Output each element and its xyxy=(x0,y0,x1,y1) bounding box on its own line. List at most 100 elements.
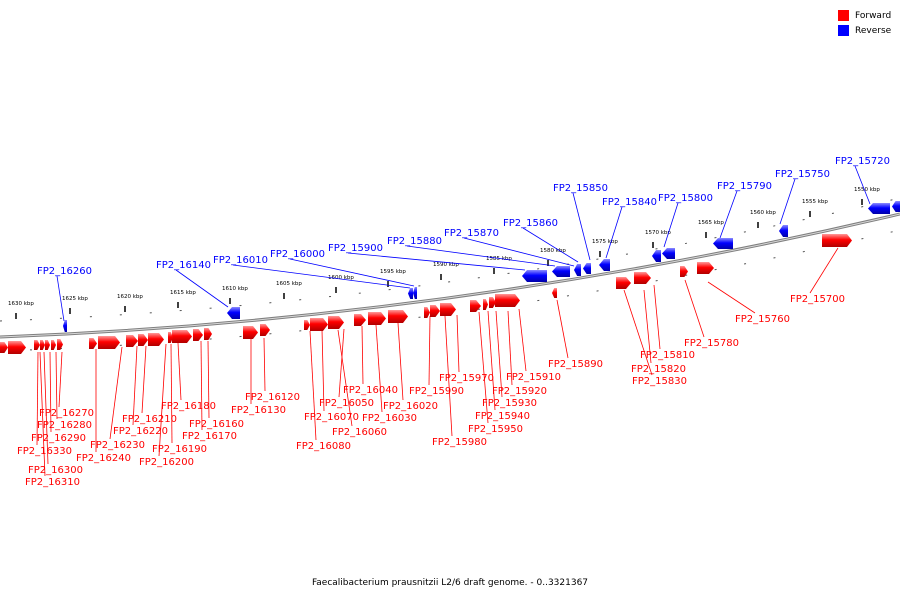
forward-gene xyxy=(495,294,520,307)
leader-line xyxy=(495,310,503,398)
leader-line xyxy=(361,325,364,385)
forward-gene xyxy=(260,324,270,336)
leader-line xyxy=(158,343,167,457)
leader-line xyxy=(507,310,513,386)
reverse-gene-label: FP2_16000 xyxy=(270,249,325,260)
forward-gene xyxy=(424,307,430,318)
forward-gene xyxy=(388,310,408,323)
forward-gene-label: FP2_16170 xyxy=(182,431,237,442)
leader-line xyxy=(175,269,229,308)
forward-gene-label: FP2_16310 xyxy=(25,477,80,488)
reverse-gene-label: FP2_15860 xyxy=(503,218,558,229)
forward-gene xyxy=(168,332,173,343)
scale-label: 1595 kbp xyxy=(380,269,406,275)
forward-gene xyxy=(310,318,328,331)
reverse-gene xyxy=(227,307,240,319)
legend-item-reverse: Reverse xyxy=(838,23,891,38)
leader-line xyxy=(56,275,65,322)
leader-line xyxy=(200,340,203,431)
forward-gene-label: FP2_16190 xyxy=(152,444,207,455)
scale-label: 1575 kbp xyxy=(592,239,618,245)
forward-gene xyxy=(328,316,344,329)
reverse-gene xyxy=(413,287,417,299)
forward-gene-label: FP2_16280 xyxy=(37,420,92,431)
forward-gene-label: FP2_16080 xyxy=(296,441,351,452)
forward-gene xyxy=(40,340,45,350)
reverse-gene-label: FP2_16260 xyxy=(37,266,92,277)
leader-line xyxy=(707,281,756,314)
forward-gene-label: FP2_15970 xyxy=(439,373,494,384)
scale-label: 1590 kbp xyxy=(433,262,459,268)
forward-gene xyxy=(368,312,386,325)
leader-line xyxy=(663,202,679,248)
forward-gene-label: FP2_15920 xyxy=(492,386,547,397)
leader-line xyxy=(109,346,123,440)
leader-line xyxy=(719,190,738,239)
leader-line xyxy=(289,258,415,287)
reverse-gene xyxy=(599,259,610,271)
reverse-gene-label: FP2_15850 xyxy=(553,183,608,194)
scale-label: 1615 kbp xyxy=(170,290,196,296)
forward-gene-label: FP2_15810 xyxy=(640,350,695,361)
forward-gene-label: FP2_15990 xyxy=(409,386,464,397)
leader-line xyxy=(809,247,839,294)
reverse-gene xyxy=(892,201,900,212)
leader-line xyxy=(572,192,591,261)
leader-line xyxy=(263,337,266,392)
legend-label-forward: Forward xyxy=(855,10,892,21)
forward-gene xyxy=(51,340,56,350)
forward-gene-label: FP2_16330 xyxy=(17,446,72,457)
leader-line xyxy=(444,315,453,437)
reverse-gene-label: FP2_15800 xyxy=(658,193,713,204)
leader-line xyxy=(337,329,353,427)
figure-caption: Faecalibacterium prausnitzii L2/6 draft … xyxy=(311,578,589,588)
reverse-gene xyxy=(662,248,675,259)
leader-line xyxy=(232,264,411,289)
reverse-gene-label: FP2_15840 xyxy=(602,197,657,208)
forward-gene-label: FP2_15700 xyxy=(790,294,845,305)
scale-label: 1600 kbp xyxy=(328,275,354,281)
leader-line xyxy=(347,252,526,271)
forward-gene-label: FP2_16120 xyxy=(245,392,300,403)
forward-gene xyxy=(483,299,488,310)
reverse-gene xyxy=(652,250,661,262)
forward-gene-label: FP2_16180 xyxy=(161,401,216,412)
forward-gene-label: FP2_16040 xyxy=(343,385,398,396)
forward-swatch xyxy=(838,10,849,21)
forward-gene xyxy=(697,262,714,274)
scale-label: 1570 kbp xyxy=(645,230,671,236)
forward-gene-label: FP2_15980 xyxy=(432,437,487,448)
forward-gene xyxy=(440,303,456,316)
forward-gene-label: FP2_16070 xyxy=(304,412,359,423)
forward-gene xyxy=(45,340,50,350)
scale-label: 1620 kbp xyxy=(117,294,143,300)
reverse-gene-label: FP2_15900 xyxy=(328,243,383,254)
forward-gene xyxy=(616,277,631,289)
forward-gene xyxy=(430,305,440,317)
leader-line xyxy=(39,351,46,477)
forward-gene-label: FP2_15760 xyxy=(735,314,790,325)
reverse-gene xyxy=(63,320,67,332)
forward-gene xyxy=(172,330,192,343)
forward-gene xyxy=(354,314,366,326)
forward-gene-label: FP2_16210 xyxy=(122,414,177,425)
reverse-gene-label: FP2_15870 xyxy=(444,228,499,239)
leader-line xyxy=(854,165,871,205)
reverse-gene-label: FP2_16140 xyxy=(156,260,211,271)
scale-label: 1630 kbp xyxy=(8,301,34,307)
forward-gene-label: FP2_15930 xyxy=(482,398,537,409)
forward-gene-label: FP2_16290 xyxy=(31,433,86,444)
forward-gene-label: FP2_16230 xyxy=(90,440,145,451)
forward-gene xyxy=(138,334,148,346)
scale-label: 1560 kbp xyxy=(750,210,776,216)
forward-gene-label: FP2_16020 xyxy=(383,401,438,412)
forward-gene xyxy=(57,339,63,350)
forward-gene-label: FP2_15830 xyxy=(632,376,687,387)
leader-line xyxy=(556,299,569,359)
scale-label: 1555 kbp xyxy=(802,199,828,205)
forward-gene xyxy=(243,326,258,339)
forward-track xyxy=(0,229,900,352)
leader-line xyxy=(55,351,58,420)
forward-gene-label: FP2_15780 xyxy=(684,338,739,349)
forward-gene-label: FP2_16270 xyxy=(39,408,94,419)
